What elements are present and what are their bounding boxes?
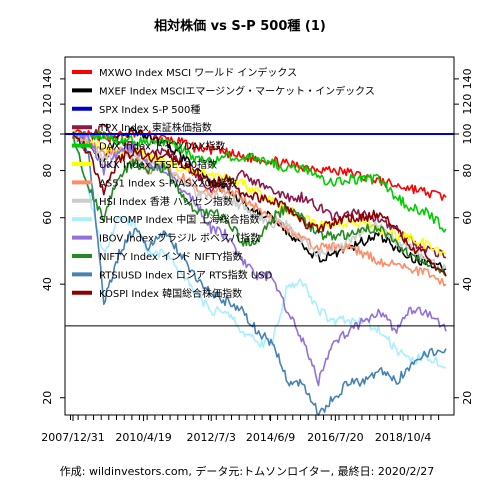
chart-title: 相対株価 vs S-P 500種 (1) xyxy=(154,18,326,34)
legend-label-6: UKX Index FTSE100指数 xyxy=(99,158,217,171)
series-line-11 xyxy=(72,132,447,277)
legend-label-13: KOSPI Index 韓国総合株価指数 xyxy=(99,287,242,300)
legend-label-5: DAX Index ドイツDAX指数 xyxy=(99,140,225,153)
y-tick-label-left-60: 60 xyxy=(41,211,54,225)
legend-label-1: MXWO Index MSCI ワールド インデックス xyxy=(99,66,297,79)
x-tick-label-1: 2007/12/31 xyxy=(41,431,104,444)
series-line-10 xyxy=(72,131,447,387)
legend-label-9: SHCOMP Index 中国 上海総合指数 xyxy=(99,213,259,226)
x-tick-label-6: 2018/10/4 xyxy=(375,431,431,444)
x-tick-label-4: 2014/6/9 xyxy=(246,431,295,444)
x-tick-label-2: 2010/4/19 xyxy=(115,431,171,444)
y-tick-label-right-100: 100 xyxy=(461,124,474,145)
x-tick-label-5: 2016/7/20 xyxy=(307,431,363,444)
y-tick-label-left-100: 100 xyxy=(41,124,54,145)
chart-footer: 作成: wildinvestors.com, データ元:トムソンロイター, 最終… xyxy=(60,464,434,478)
series-line-8 xyxy=(72,133,447,272)
y-tick-label-left-20: 20 xyxy=(41,391,54,405)
y-tick-label-right-60: 60 xyxy=(461,211,474,225)
series-line-1 xyxy=(72,129,447,201)
series-line-9 xyxy=(72,133,447,369)
reference-lines xyxy=(65,133,454,327)
legend-label-2: MXEF Index MSCIエマージング・マーケット・インデックス xyxy=(99,84,375,97)
legend-label-7: AS51 Index S-P/ASX200指数 xyxy=(99,176,237,189)
series-line-5 xyxy=(72,129,447,233)
legend: MXWO Index MSCI ワールド インデックス MXEF Index MS… xyxy=(72,66,375,300)
legend-label-3: SPX Index S-P 500種 xyxy=(99,103,200,116)
legend-label-8: HSI Index 香港 ハンセン指数 xyxy=(99,195,233,208)
legend-label-12: RTSIUSD Index ロシア RTS指数 USD xyxy=(99,268,273,281)
plot-frame xyxy=(64,56,455,416)
y-tick-label-right-140: 140 xyxy=(461,68,474,89)
y-tick-label-left-80: 80 xyxy=(41,164,54,178)
legend-label-10: IBOV Index ブラジル ボベスパ指数 xyxy=(99,232,260,245)
series-line-13 xyxy=(72,131,447,277)
axes: 20 20 40 40 60 60 80 80 100 100 120 120 140 140 2007/1… xyxy=(41,68,474,444)
x-tick-label-3: 2012/7/3 xyxy=(187,431,236,444)
y-tick-label-right-20: 20 xyxy=(461,391,474,405)
series-line-12 xyxy=(72,131,447,417)
y-tick-label-right-40: 40 xyxy=(461,277,474,291)
y-tick-label-left-140: 140 xyxy=(41,68,54,89)
y-tick-label-left-40: 40 xyxy=(41,277,54,291)
legend-label-11: NIFTY Index インド NIFTY指数 xyxy=(99,250,243,263)
legend-label-4: TPX Index 東証株価指数 xyxy=(98,121,212,134)
y-tick-label-right-80: 80 xyxy=(461,164,474,178)
y-tick-label-right-120: 120 xyxy=(461,94,474,115)
y-tick-label-left-120: 120 xyxy=(41,94,54,115)
